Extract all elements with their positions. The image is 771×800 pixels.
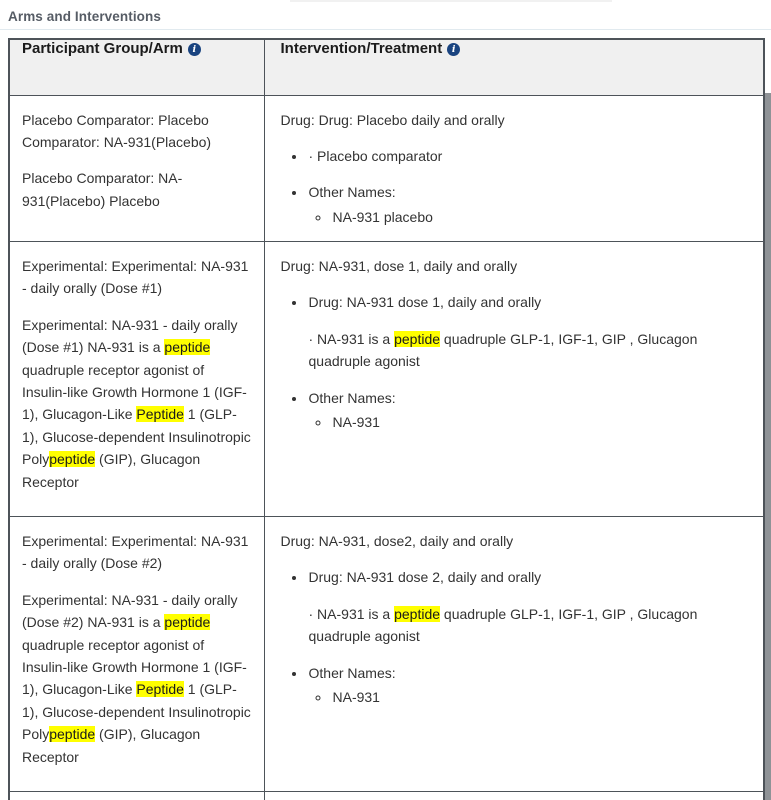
intervention-list: Drug: NA-931 dose 1, daily and orally · N… [281, 291, 752, 433]
intervention-cell [263, 791, 765, 800]
arm-cell: Experimental: Experimental: NA-931 - dai… [8, 241, 265, 518]
arm-cell [8, 791, 265, 800]
column-header-intervention-treatment: Intervention/Treatment i [263, 38, 765, 96]
highlighted-term: peptide [164, 614, 211, 631]
other-names-list: NA-931 placebo [309, 206, 752, 228]
table-row: Experimental: Experimental: NA-931 - dai… [8, 241, 765, 518]
intervention-lead: Drug: NA-931, dose2, daily and orally [280, 533, 514, 550]
table-row: Experimental: Experimental: NA-931 - dai… [8, 516, 765, 793]
arm-cell: Experimental: Experimental: NA-931 - dai… [8, 516, 265, 793]
intervention-lead: Drug: Drug: Placebo daily and orally [280, 111, 505, 128]
list-item-note: · NA-931 is a peptide quadruple GLP-1, I… [308, 330, 698, 370]
arm-paragraph: Experimental: Experimental: NA-931 - dai… [22, 533, 249, 572]
table-body: Placebo Comparator: Placebo Comparator: … [8, 94, 765, 800]
intervention-list: Drug: NA-931 dose 2, daily and orally · N… [281, 566, 752, 708]
list-item-text: Other Names: [308, 664, 396, 681]
list-item-text: Drug: NA-931 dose 1, daily and orally [308, 294, 542, 311]
other-names-list: NA-931 [309, 686, 752, 708]
list-item: Other Names: NA-931 [307, 387, 752, 434]
info-icon[interactable]: i [187, 43, 201, 56]
highlighted-term: Peptide [136, 406, 184, 423]
intervention-cell: Drug: NA-931, dose2, daily and orally Dru… [263, 516, 765, 793]
arm-paragraph: Placebo Comparator: Placebo Comparator: … [22, 111, 212, 150]
intervention-cell: Drug: NA-931, dose 1, daily and orally Dr… [263, 241, 765, 518]
section-title: Arms and Interventions [8, 9, 161, 24]
vertical-scrollbar-thumb[interactable] [765, 93, 771, 800]
other-names-list: NA-931 [309, 411, 752, 433]
column-header-participant-group-arm: Participant Group/Arm i [8, 38, 265, 96]
column-header-label: Participant Group/Arm [22, 40, 183, 57]
list-item-text: Other Names: [308, 184, 396, 201]
other-names-sub-item: NA-931 [331, 411, 752, 433]
list-item: Other Names: NA-931 placebo [307, 181, 752, 228]
table-header-row: Participant Group/Arm i Intervention/Trea… [8, 38, 765, 96]
top-partial-divider [290, 0, 612, 2]
intervention-lead: Drug: NA-931, dose 1, daily and orally [280, 258, 518, 275]
other-names-sub-item: NA-931 [331, 686, 752, 708]
list-item-note: · NA-931 is a peptide quadruple GLP-1, I… [308, 605, 698, 645]
list-item: Drug: NA-931 dose 2, daily and orally · N… [307, 566, 752, 647]
list-item-text: Drug: NA-931 dose 2, daily and orally [308, 569, 542, 586]
list-item: · Placebo comparator [307, 145, 752, 167]
intervention-cell: Drug: Drug: Placebo daily and orally · Pl… [263, 94, 765, 243]
list-item: Drug: NA-931 dose 1, daily and orally · N… [307, 291, 752, 372]
highlighted-term: peptide [164, 339, 211, 356]
arms-and-interventions-table: Participant Group/Arm i Intervention/Trea… [8, 38, 765, 800]
arm-paragraph: Placebo Comparator: NA-931(Placebo) Plac… [22, 170, 183, 209]
highlighted-term: peptide [49, 726, 96, 743]
list-item-text: · Placebo comparator [308, 147, 443, 164]
highlighted-term: Peptide [136, 681, 184, 698]
arm-cell: Placebo Comparator: Placebo Comparator: … [8, 94, 265, 243]
title-divider [0, 29, 771, 30]
intervention-list: · Placebo comparator Other Names: NA-931 p… [281, 145, 752, 228]
arm-paragraph: Experimental: NA-931 - daily orally (Dos… [22, 316, 251, 490]
arm-paragraph: Experimental: NA-931 - daily orally (Dos… [22, 591, 251, 765]
highlighted-term: peptide [394, 605, 441, 622]
other-names-sub-item: NA-931 placebo [331, 206, 752, 228]
highlighted-term: peptide [394, 330, 441, 347]
highlighted-term: peptide [49, 451, 96, 468]
column-header-label: Intervention/Treatment [280, 40, 443, 57]
list-item: Other Names: NA-931 [307, 662, 752, 709]
table-row [8, 791, 765, 800]
table-row: Placebo Comparator: Placebo Comparator: … [8, 94, 765, 243]
info-icon[interactable]: i [447, 43, 461, 56]
list-item-text: Other Names: [308, 389, 396, 406]
arm-paragraph: Experimental: Experimental: NA-931 - dai… [22, 258, 249, 297]
